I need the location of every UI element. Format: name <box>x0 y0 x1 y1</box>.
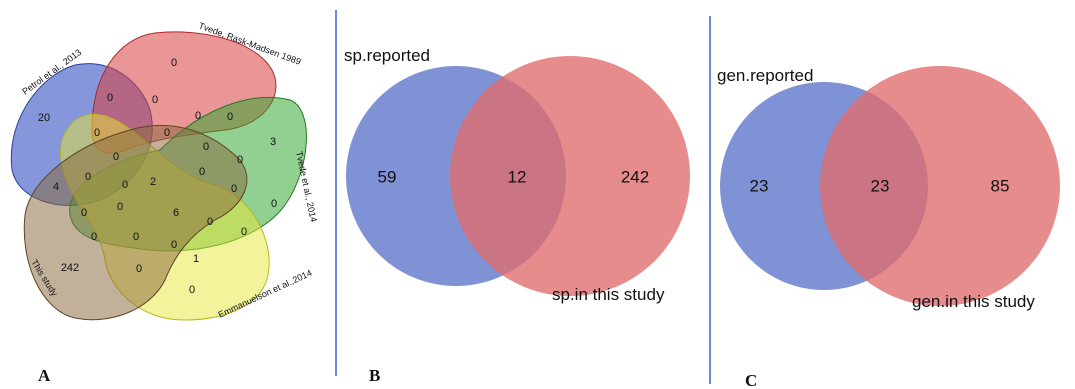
count-sp-reported-only: 59 <box>378 168 397 187</box>
region-count: 0 <box>227 111 233 123</box>
circle-gen-this-study <box>820 66 1060 306</box>
label-sp-reported: sp.reported <box>344 46 430 65</box>
region-count: 0 <box>189 284 195 296</box>
region-count: 0 <box>241 226 247 238</box>
region-count: 0 <box>195 110 201 122</box>
region-count: 0 <box>122 179 128 191</box>
region-count: 0 <box>81 207 87 219</box>
region-count: 0 <box>237 154 243 166</box>
region-count: 20 <box>38 112 50 124</box>
count-gen-this-study-only: 85 <box>991 177 1010 196</box>
region-count: 242 <box>61 262 79 274</box>
label-sp-this-study: sp.in this study <box>552 285 665 304</box>
region-count: 0 <box>107 92 113 104</box>
region-count: 0 <box>271 198 277 210</box>
region-count: 4 <box>53 181 59 193</box>
region-count: 0 <box>171 57 177 69</box>
panel-c: gen.reported gen.in this study 23 23 85 … <box>717 66 1060 389</box>
count-gen-overlap: 23 <box>871 177 890 196</box>
region-count: 1 <box>193 253 199 265</box>
panel-b: sp.reported sp.in this study 59 12 242 B <box>344 46 690 385</box>
region-count: 0 <box>85 171 91 183</box>
region-count: 0 <box>91 231 97 243</box>
region-count: 0 <box>199 166 205 178</box>
region-count: 2 <box>150 176 156 188</box>
panel-letter-c: C <box>745 371 757 389</box>
circle-sp-this-study <box>450 56 690 296</box>
count-sp-overlap: 12 <box>508 168 527 187</box>
label-gen-reported: gen.reported <box>717 66 813 85</box>
region-count: 0 <box>207 216 213 228</box>
label-gen-this-study: gen.in this study <box>912 292 1035 311</box>
region-count: 3 <box>270 136 276 148</box>
panel-letter-b: B <box>369 366 380 385</box>
region-count: 0 <box>117 201 123 213</box>
region-count: 6 <box>173 207 179 219</box>
label-tvede-2014: Tvede et al., 2014 <box>294 150 319 223</box>
region-count: 0 <box>113 151 119 163</box>
panel-a: Petrol et al., 2013 Tvede, Rask-Madsen 1… <box>10 20 319 385</box>
count-sp-this-study-only: 242 <box>621 168 649 187</box>
region-count: 0 <box>203 141 209 153</box>
count-gen-reported-only: 23 <box>750 177 769 196</box>
region-count: 0 <box>152 94 158 106</box>
region-count: 0 <box>164 127 170 139</box>
set-this-study <box>23 124 248 321</box>
region-count: 0 <box>231 183 237 195</box>
panel-letter-a: A <box>38 366 51 385</box>
region-count: 0 <box>133 231 139 243</box>
region-count: 0 <box>94 127 100 139</box>
region-count: 0 <box>171 239 177 251</box>
region-count: 0 <box>136 263 142 275</box>
